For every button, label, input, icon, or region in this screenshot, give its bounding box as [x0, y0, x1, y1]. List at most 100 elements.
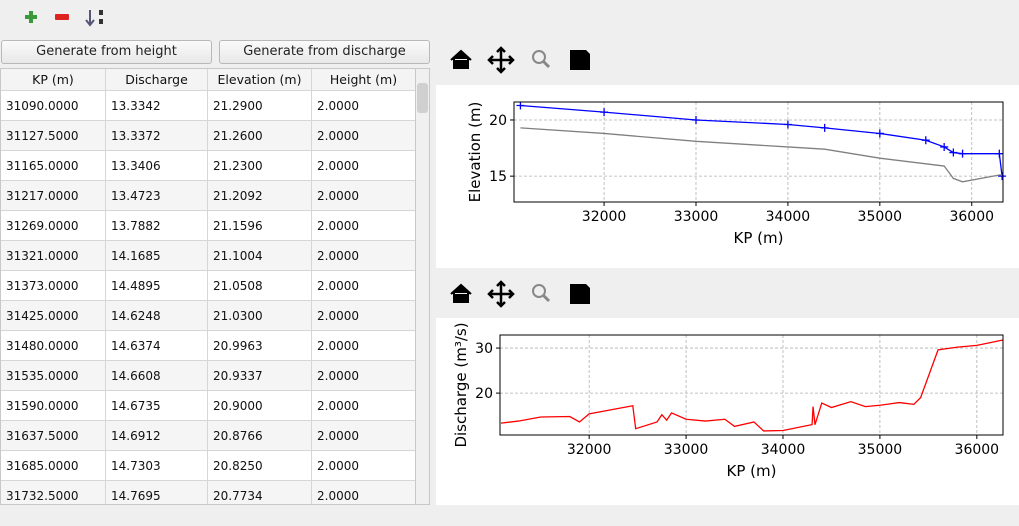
- x-tick-label: 36000: [949, 209, 994, 225]
- table-cell[interactable]: 2.0000: [312, 211, 416, 241]
- x-tick-label: 35000: [858, 442, 903, 458]
- table-cell[interactable]: 2.0000: [312, 181, 416, 211]
- table-cell[interactable]: 31480.0000: [1, 331, 106, 361]
- main-toolbar: [25, 10, 103, 27]
- table-cell[interactable]: 2.0000: [312, 481, 416, 504]
- data-marker: [998, 172, 1007, 181]
- table-cell[interactable]: 31590.0000: [1, 391, 106, 421]
- x-axis-label: KP (m): [727, 462, 777, 480]
- data-marker: [921, 136, 930, 145]
- data-line: [520, 104, 1003, 177]
- table-cell[interactable]: 13.3372: [106, 121, 208, 151]
- table-cell[interactable]: 20.7734: [208, 481, 312, 504]
- table-cell[interactable]: 31732.5000: [1, 481, 106, 504]
- table-cell[interactable]: 13.4723: [106, 181, 208, 211]
- zoom-button[interactable]: [532, 50, 551, 69]
- table-cell[interactable]: 20.8766: [208, 421, 312, 451]
- table-cell[interactable]: 2.0000: [312, 151, 416, 181]
- generate-height-button[interactable]: Generate from height: [1, 40, 212, 64]
- table-cell[interactable]: 31090.0000: [1, 91, 106, 121]
- save-button[interactable]: [570, 284, 590, 304]
- remove-button[interactable]: [55, 14, 69, 20]
- table-cell[interactable]: 31217.0000: [1, 181, 106, 211]
- table-cell[interactable]: 13.7882: [106, 211, 208, 241]
- table-cell[interactable]: 14.6608: [106, 361, 208, 391]
- y-tick-label: 30: [475, 341, 493, 357]
- pan-button[interactable]: [487, 46, 515, 74]
- table-cell[interactable]: 21.2600: [208, 121, 312, 151]
- table-cell[interactable]: 31165.0000: [1, 151, 106, 181]
- table-cell[interactable]: 14.6374: [106, 331, 208, 361]
- table-cell[interactable]: 2.0000: [312, 451, 416, 481]
- table-cell[interactable]: 2.0000: [312, 421, 416, 451]
- table-cell[interactable]: 14.7695: [106, 481, 208, 504]
- table-cell[interactable]: 20.8250: [208, 451, 312, 481]
- home-button[interactable]: [450, 49, 472, 69]
- data-marker: [783, 120, 792, 129]
- table-cell[interactable]: 21.0508: [208, 271, 312, 301]
- table-cell[interactable]: 2.0000: [312, 391, 416, 421]
- data-marker: [958, 149, 967, 158]
- table-cell[interactable]: 21.1004: [208, 241, 312, 271]
- table-cell[interactable]: 14.6735: [106, 391, 208, 421]
- table-cell[interactable]: 31535.0000: [1, 361, 106, 391]
- add-button[interactable]: [25, 11, 37, 23]
- table-cell[interactable]: 2.0000: [312, 331, 416, 361]
- data-line: [500, 339, 1004, 432]
- table-cell[interactable]: 2.0000: [312, 121, 416, 151]
- column-header: KP (m): [1, 69, 106, 91]
- table-cell[interactable]: 20.9000: [208, 391, 312, 421]
- table-cell[interactable]: 21.1596: [208, 211, 312, 241]
- table-cell[interactable]: 14.4895: [106, 271, 208, 301]
- table-cell[interactable]: 31373.0000: [1, 271, 106, 301]
- discharge-chart: 32000 33000 34000 35000 36000 20 30 KP (m) Disch…: [452, 322, 1004, 480]
- table-cell[interactable]: 31269.0000: [1, 211, 106, 241]
- save-button[interactable]: [570, 50, 590, 70]
- axes-frame: [513, 101, 1004, 203]
- table-cell[interactable]: 31127.5000: [1, 121, 106, 151]
- table-cell[interactable]: 2.0000: [312, 301, 416, 331]
- table-cell[interactable]: 2.0000: [312, 271, 416, 301]
- table-cell[interactable]: 31637.5000: [1, 421, 106, 451]
- table-cell[interactable]: 2.0000: [312, 361, 416, 391]
- y-axis-label: Elevation (m): [466, 102, 484, 203]
- y-tick-label: 20: [489, 113, 507, 129]
- y-tick-label: 15: [489, 169, 507, 185]
- table-cell[interactable]: 13.3342: [106, 91, 208, 121]
- x-tick-label: 34000: [766, 209, 811, 225]
- table-cell[interactable]: 21.0300: [208, 301, 312, 331]
- table-cell[interactable]: 20.9337: [208, 361, 312, 391]
- column-header: Elevation (m): [208, 69, 312, 91]
- table-cell[interactable]: 31685.0000: [1, 451, 106, 481]
- data-marker: [940, 142, 949, 151]
- table-cell[interactable]: 31425.0000: [1, 301, 106, 331]
- x-tick-label: 32000: [567, 442, 612, 458]
- table-cell[interactable]: 31321.0000: [1, 241, 106, 271]
- table-cell[interactable]: 14.6248: [106, 301, 208, 331]
- generate-discharge-button[interactable]: Generate from discharge: [219, 40, 430, 64]
- x-axis-label: KP (m): [734, 229, 784, 247]
- table-cell[interactable]: 14.1685: [106, 241, 208, 271]
- table-cell[interactable]: 14.7303: [106, 451, 208, 481]
- table-cell[interactable]: 20.9963: [208, 331, 312, 361]
- zoom-button[interactable]: [532, 284, 551, 303]
- table-cell[interactable]: 2.0000: [312, 241, 416, 271]
- table-cell[interactable]: 21.2900: [208, 91, 312, 121]
- sort-button[interactable]: [85, 10, 103, 27]
- pan-button[interactable]: [487, 280, 515, 308]
- table-cell[interactable]: 21.2300: [208, 151, 312, 181]
- column-header: Discharge (m³/s): [106, 69, 208, 109]
- home-button[interactable]: [450, 283, 472, 303]
- x-tick-label: 35000: [858, 209, 903, 225]
- table-cell[interactable]: 2.0000: [312, 91, 416, 121]
- table-cell[interactable]: 14.6912: [106, 421, 208, 451]
- x-tick-label: 33000: [664, 442, 709, 458]
- x-tick-label: 32000: [582, 209, 627, 225]
- x-tick-label: 33000: [674, 209, 719, 225]
- data-marker: [820, 123, 829, 132]
- elevation-chart: 32000 33000 34000 35000 36000 15 20 KP (m) Eleva…: [466, 101, 1007, 247]
- table-cell[interactable]: 21.2092: [208, 181, 312, 211]
- scrollbar[interactable]: [415, 68, 430, 505]
- x-tick-label: 34000: [761, 442, 806, 458]
- table-cell[interactable]: 13.3406: [106, 151, 208, 181]
